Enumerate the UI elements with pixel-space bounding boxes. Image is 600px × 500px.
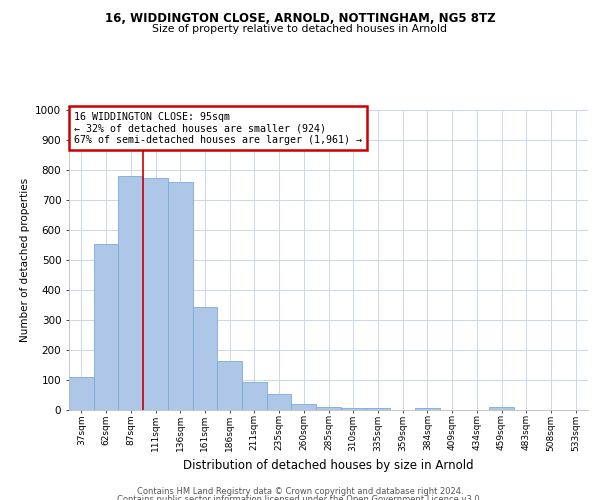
Bar	[415, 408, 440, 410]
Bar	[292, 404, 316, 410]
Y-axis label: Number of detached properties: Number of detached properties	[20, 178, 29, 342]
Bar	[365, 408, 390, 410]
X-axis label: Distribution of detached houses by size in Arnold: Distribution of detached houses by size …	[183, 459, 474, 472]
Bar	[242, 382, 267, 410]
Text: Size of property relative to detached houses in Arnold: Size of property relative to detached ho…	[152, 24, 448, 34]
Bar	[267, 394, 292, 410]
Bar	[118, 176, 143, 410]
Bar	[193, 306, 217, 410]
Bar	[341, 408, 365, 410]
Bar	[316, 407, 341, 410]
Bar	[217, 360, 242, 410]
Bar	[489, 407, 514, 410]
Text: 16, WIDDINGTON CLOSE, ARNOLD, NOTTINGHAM, NG5 8TZ: 16, WIDDINGTON CLOSE, ARNOLD, NOTTINGHAM…	[104, 12, 496, 26]
Bar	[94, 244, 118, 410]
Bar	[143, 178, 168, 410]
Text: 16 WIDDINGTON CLOSE: 95sqm
← 32% of detached houses are smaller (924)
67% of sem: 16 WIDDINGTON CLOSE: 95sqm ← 32% of deta…	[74, 112, 362, 144]
Text: Contains public sector information licensed under the Open Government Licence v3: Contains public sector information licen…	[118, 495, 482, 500]
Bar	[69, 377, 94, 410]
Text: Contains HM Land Registry data © Crown copyright and database right 2024.: Contains HM Land Registry data © Crown c…	[137, 488, 463, 496]
Bar	[168, 182, 193, 410]
